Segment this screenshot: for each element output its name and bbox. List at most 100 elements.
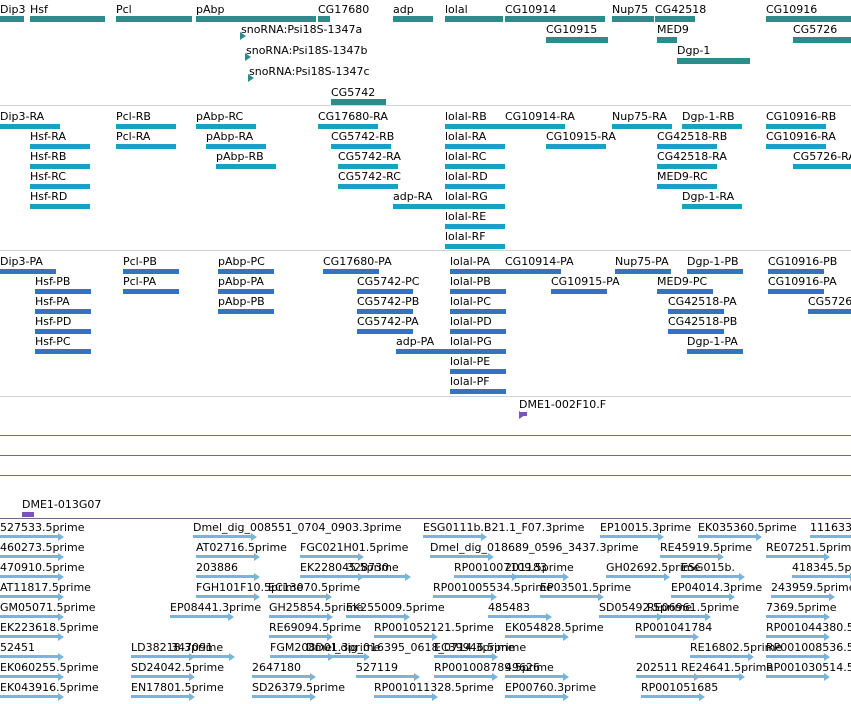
est-feature[interactable] bbox=[635, 635, 695, 638]
est-feature[interactable] bbox=[374, 695, 434, 698]
est-feature[interactable] bbox=[0, 635, 60, 638]
gene-feature[interactable] bbox=[196, 16, 316, 22]
transcript-ra-feature[interactable] bbox=[445, 204, 505, 209]
est-feature[interactable] bbox=[131, 695, 191, 698]
est-feature[interactable] bbox=[0, 555, 60, 558]
est-feature[interactable] bbox=[766, 675, 826, 678]
transcript-pa-feature[interactable] bbox=[768, 269, 824, 274]
transcript-pa-feature[interactable] bbox=[218, 309, 274, 314]
gene-feature[interactable] bbox=[677, 58, 750, 64]
est-feature[interactable] bbox=[252, 695, 312, 698]
est-feature[interactable] bbox=[171, 655, 231, 658]
gene-feature[interactable] bbox=[30, 16, 105, 22]
transcript-pa-feature[interactable] bbox=[450, 289, 506, 294]
transcript-pa-feature[interactable] bbox=[450, 269, 506, 274]
est-feature[interactable] bbox=[671, 595, 731, 598]
transcript-pa-feature[interactable] bbox=[768, 289, 824, 294]
est-feature[interactable] bbox=[681, 575, 741, 578]
est-feature[interactable] bbox=[193, 535, 253, 538]
gene-feature[interactable] bbox=[657, 37, 677, 43]
transcript-pa-feature[interactable] bbox=[450, 389, 506, 394]
est-feature[interactable] bbox=[771, 595, 831, 598]
transcript-ra-feature[interactable] bbox=[445, 164, 505, 169]
transcript-pa-feature[interactable] bbox=[551, 289, 607, 294]
est-feature[interactable] bbox=[434, 655, 494, 658]
est-feature[interactable] bbox=[356, 675, 416, 678]
transcript-pa-feature[interactable] bbox=[396, 349, 452, 354]
transcript-ra-feature[interactable] bbox=[393, 204, 453, 209]
est-feature[interactable] bbox=[346, 615, 406, 618]
transcript-pa-feature[interactable] bbox=[35, 349, 91, 354]
clone-feature[interactable] bbox=[519, 412, 527, 416]
est-feature[interactable] bbox=[300, 555, 360, 558]
transcript-pa-feature[interactable] bbox=[657, 289, 713, 294]
est-feature[interactable] bbox=[766, 555, 826, 558]
transcript-pa-feature[interactable] bbox=[218, 289, 274, 294]
gene-feature[interactable] bbox=[318, 16, 330, 22]
track-divider[interactable] bbox=[0, 455, 851, 456]
gene-feature[interactable] bbox=[766, 16, 851, 22]
est-feature[interactable] bbox=[505, 675, 565, 678]
est-feature[interactable] bbox=[600, 535, 660, 538]
transcript-pa-feature[interactable] bbox=[668, 309, 724, 314]
transcript-ra-feature[interactable] bbox=[445, 244, 505, 249]
transcript-pa-feature[interactable] bbox=[35, 329, 91, 334]
est-feature[interactable] bbox=[698, 535, 758, 538]
transcript-ra-feature[interactable] bbox=[766, 144, 826, 149]
est-feature[interactable] bbox=[0, 675, 60, 678]
est-feature[interactable] bbox=[647, 615, 707, 618]
transcript-ra-feature[interactable] bbox=[793, 164, 851, 169]
gene-feature[interactable] bbox=[0, 16, 24, 22]
separator[interactable] bbox=[0, 250, 851, 251]
est-feature[interactable] bbox=[792, 575, 851, 578]
est-feature[interactable] bbox=[540, 595, 600, 598]
transcript-ra-feature[interactable] bbox=[30, 184, 90, 189]
transcript-ra-feature[interactable] bbox=[546, 144, 606, 149]
est-feature[interactable] bbox=[454, 575, 514, 578]
transcript-pa-feature[interactable] bbox=[505, 269, 561, 274]
track-divider[interactable] bbox=[0, 475, 851, 476]
gene-feature[interactable] bbox=[445, 16, 503, 22]
transcript-ra-feature[interactable] bbox=[196, 124, 256, 129]
est-feature[interactable] bbox=[170, 615, 230, 618]
transcript-pa-feature[interactable] bbox=[687, 269, 743, 274]
est-feature[interactable] bbox=[488, 615, 548, 618]
est-feature[interactable] bbox=[505, 635, 565, 638]
transcript-pa-feature[interactable] bbox=[450, 369, 506, 374]
est-feature[interactable] bbox=[269, 635, 329, 638]
est-feature[interactable] bbox=[505, 695, 565, 698]
transcript-ra-feature[interactable] bbox=[30, 164, 90, 169]
gene-feature[interactable] bbox=[505, 16, 605, 22]
est-feature[interactable] bbox=[766, 615, 826, 618]
transcript-pa-feature[interactable] bbox=[357, 289, 413, 294]
est-feature[interactable] bbox=[681, 675, 741, 678]
gene-feature[interactable] bbox=[116, 16, 192, 22]
transcript-pa-feature[interactable] bbox=[450, 309, 506, 314]
transcript-ra-feature[interactable] bbox=[0, 124, 60, 129]
gene-feature[interactable] bbox=[612, 16, 654, 22]
est-feature[interactable] bbox=[196, 575, 256, 578]
gene-feature[interactable] bbox=[546, 37, 608, 43]
est-feature[interactable] bbox=[131, 655, 191, 658]
transcript-pa-feature[interactable] bbox=[687, 349, 743, 354]
est-feature[interactable] bbox=[599, 615, 659, 618]
est-feature[interactable] bbox=[270, 655, 330, 658]
transcript-ra-feature[interactable] bbox=[206, 144, 266, 149]
transcript-pa-feature[interactable] bbox=[323, 269, 379, 274]
est-feature[interactable] bbox=[606, 575, 666, 578]
est-feature[interactable] bbox=[690, 655, 750, 658]
transcript-pa-feature[interactable] bbox=[35, 309, 91, 314]
est-feature[interactable] bbox=[196, 555, 256, 558]
est-feature[interactable] bbox=[196, 595, 256, 598]
est-feature[interactable] bbox=[0, 655, 60, 658]
transcript-ra-feature[interactable] bbox=[30, 144, 90, 149]
est-feature[interactable] bbox=[268, 595, 328, 598]
transcript-ra-feature[interactable] bbox=[216, 164, 276, 169]
transcript-ra-feature[interactable] bbox=[445, 124, 505, 129]
est-feature[interactable] bbox=[0, 535, 60, 538]
transcript-pa-feature[interactable] bbox=[35, 289, 91, 294]
est-feature[interactable] bbox=[641, 695, 701, 698]
transcript-pa-feature[interactable] bbox=[615, 269, 671, 274]
transcript-pa-feature[interactable] bbox=[0, 269, 56, 274]
est-feature[interactable] bbox=[505, 575, 565, 578]
